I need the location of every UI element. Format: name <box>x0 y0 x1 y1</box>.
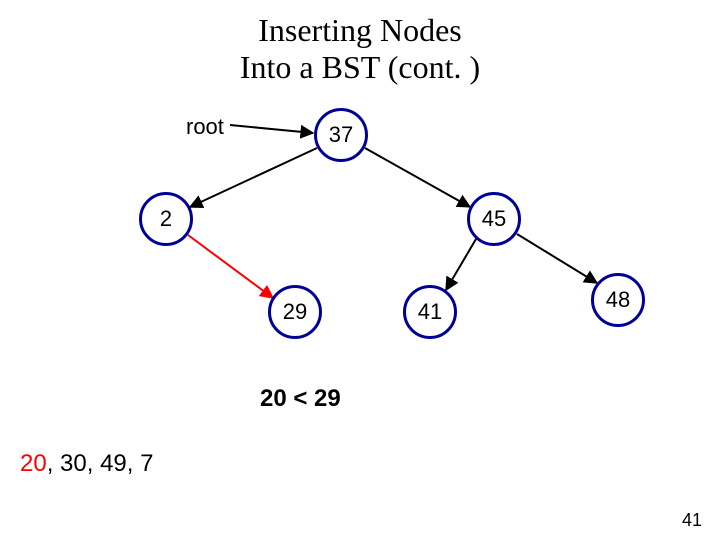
edge-n45-n48 <box>517 234 597 283</box>
queue-highlight: 20 <box>20 450 47 477</box>
edge-n45-n41 <box>446 239 476 290</box>
title-line-1: Inserting Nodes <box>0 12 720 49</box>
edge-n37-n2 <box>190 148 317 207</box>
slide-number: 41 <box>682 510 702 531</box>
tree-node-48: 48 <box>591 273 645 327</box>
edge-n37-n45 <box>365 148 470 207</box>
edge-n2-n29 <box>188 235 273 298</box>
comparison-text: 20 < 29 <box>260 385 341 413</box>
insert-queue: 20, 30, 49, 7 <box>20 450 153 478</box>
edge-root_label-n37 <box>230 125 313 133</box>
root-label: root <box>186 114 224 140</box>
queue-rest: , 30, 49, 7 <box>47 450 154 477</box>
tree-node-29: 29 <box>268 285 322 339</box>
tree-node-37: 37 <box>314 108 368 162</box>
slide-title: Inserting Nodes Into a BST (cont. ) <box>0 12 720 86</box>
tree-node-45: 45 <box>467 192 521 246</box>
title-line-2: Into a BST (cont. ) <box>0 49 720 86</box>
tree-node-2: 2 <box>139 192 193 246</box>
tree-node-41: 41 <box>403 285 457 339</box>
